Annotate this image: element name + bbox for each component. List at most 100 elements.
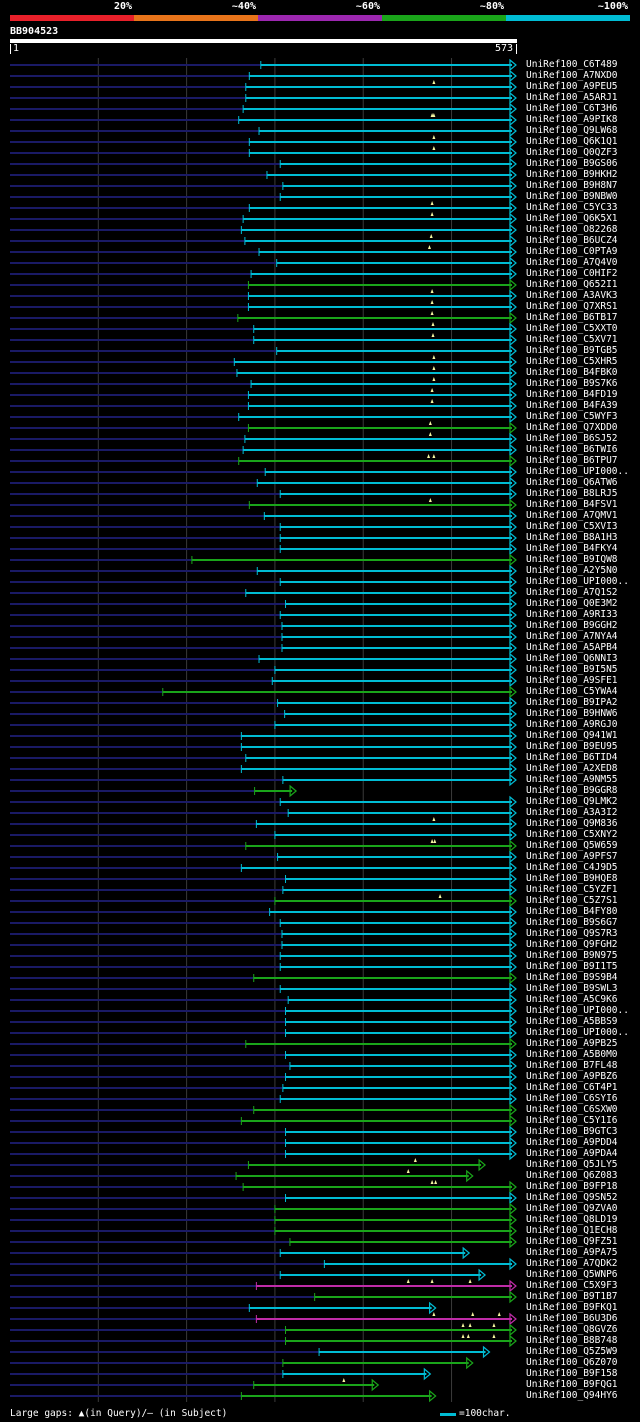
hit-name[interactable]: UniRef100_A7QDK2 [526, 1258, 618, 1269]
hit-name[interactable]: UniRef100_B9HNW6 [526, 708, 618, 719]
hit-name[interactable]: UniRef100_B6TID4 [526, 752, 618, 763]
hit-name[interactable]: UniRef100_C6T489 [526, 59, 618, 70]
hit-name[interactable]: UniRef100_Q9M836 [526, 818, 618, 829]
hit-name[interactable]: UniRef100_B9GGH2 [526, 620, 618, 631]
hit-name[interactable]: UniRef100_Q5W659 [526, 840, 618, 851]
hit-name[interactable]: UniRef100_Q6NNI3 [526, 653, 618, 664]
hit-name[interactable]: UniRef100_C5XV71 [526, 334, 618, 345]
hit-name[interactable]: UniRef100_B9FKQ1 [526, 1302, 618, 1313]
hit-name[interactable]: UniRef100_A7Q1S2 [526, 587, 618, 598]
hit-name[interactable]: UniRef100_B4FBK0 [526, 367, 618, 378]
hit-name[interactable]: UniRef100_A9RI33 [526, 609, 618, 620]
hit-name[interactable]: UniRef100_A9PBZ6 [526, 1071, 618, 1082]
hit-name[interactable]: UniRef100_B9NBW0 [526, 191, 618, 202]
hit-name[interactable]: UniRef100_A3AVK3 [526, 290, 618, 301]
hit-name[interactable]: UniRef100_C6T3H6 [526, 103, 618, 114]
hit-name[interactable]: UniRef100_C5Y1I6 [526, 1115, 618, 1126]
hit-name[interactable]: UniRef100_Q6Z083 [526, 1170, 618, 1181]
hit-name[interactable]: UniRef100_B6TB17 [526, 312, 618, 323]
hit-name[interactable]: UniRef100_C5YWA4 [526, 686, 618, 697]
hit-name[interactable]: UniRef100_B9IQW8 [526, 554, 618, 565]
hit-name[interactable]: UniRef100_A9PEU5 [526, 81, 618, 92]
hit-name[interactable]: UniRef100_B9SWL3 [526, 983, 618, 994]
hit-name[interactable]: UniRef100_Q8LD19 [526, 1214, 618, 1225]
hit-name[interactable]: UniRef100_B8LRJ5 [526, 488, 618, 499]
hit-name[interactable]: UniRef100_Q6K1Q1 [526, 136, 618, 147]
hit-name[interactable]: UniRef100_Q5JLY5 [526, 1159, 618, 1170]
hit-name[interactable]: UniRef100_B4FKY4 [526, 543, 618, 554]
hit-name[interactable]: UniRef100_B8B748 [526, 1335, 618, 1346]
hit-name[interactable]: UniRef100_UPI000.. [526, 466, 629, 477]
hit-name[interactable]: UniRef100_A3A3I2 [526, 807, 618, 818]
hit-name[interactable]: UniRef100_C6T4P1 [526, 1082, 618, 1093]
hit-name[interactable]: UniRef100_A9PIK8 [526, 114, 618, 125]
hit-name[interactable]: UniRef100_B4FD19 [526, 389, 618, 400]
hit-name[interactable]: UniRef100_C5XHR5 [526, 356, 618, 367]
hit-name[interactable]: UniRef100_C5YZF1 [526, 884, 618, 895]
hit-name[interactable]: UniRef100_Q7XDD0 [526, 422, 618, 433]
hit-name[interactable]: UniRef100_B4FA39 [526, 400, 618, 411]
hit-name[interactable]: UniRef100_Q9FZ51 [526, 1236, 618, 1247]
hit-name[interactable]: UniRef100_Q5Z5W9 [526, 1346, 618, 1357]
hit-name[interactable]: UniRef100_B9S7K6 [526, 378, 618, 389]
hit-name[interactable]: UniRef100_B9H8N7 [526, 180, 618, 191]
hit-name[interactable]: UniRef100_Q8GVZ6 [526, 1324, 618, 1335]
hit-name[interactable]: UniRef100_Q9LW68 [526, 125, 618, 136]
hit-name[interactable]: UniRef100_B7FL48 [526, 1060, 618, 1071]
hit-name[interactable]: UniRef100_A2XED8 [526, 763, 618, 774]
hit-name[interactable]: UniRef100_C4J9D5 [526, 862, 618, 873]
hit-name[interactable]: UniRef100_A7NYA4 [526, 631, 618, 642]
hit-name[interactable]: UniRef100_B9F158 [526, 1368, 618, 1379]
hit-name[interactable]: UniRef100_B6UCZ4 [526, 235, 618, 246]
hit-name[interactable]: UniRef100_B9HKH2 [526, 169, 618, 180]
hit-name[interactable]: UniRef100_C5X9F3 [526, 1280, 618, 1291]
hit-name[interactable]: UniRef100_B6TPU7 [526, 455, 618, 466]
hit-name[interactable]: UniRef100_B9T1B7 [526, 1291, 618, 1302]
hit-name[interactable]: UniRef100_C5YC33 [526, 202, 618, 213]
hit-name[interactable]: UniRef100_B8A1H3 [526, 532, 618, 543]
hit-name[interactable]: UniRef100_A9NM55 [526, 774, 618, 785]
hit-name[interactable]: UniRef100_A9SFE1 [526, 675, 618, 686]
hit-name[interactable]: UniRef100_C0PTA9 [526, 246, 618, 257]
hit-name[interactable]: UniRef100_B9S6G7 [526, 917, 618, 928]
hit-name[interactable]: UniRef100_A9RGJ0 [526, 719, 618, 730]
hit-name[interactable]: UniRef100_C6SXW0 [526, 1104, 618, 1115]
hit-name[interactable]: UniRef100_B9TGB5 [526, 345, 618, 356]
hit-name[interactable]: UniRef100_B9IPA2 [526, 697, 618, 708]
hit-name[interactable]: UniRef100_B9I1T5 [526, 961, 618, 972]
hit-name[interactable]: UniRef100_C6SYI6 [526, 1093, 618, 1104]
hit-name[interactable]: UniRef100_A7Q4V0 [526, 257, 618, 268]
hit-name[interactable]: UniRef100_Q7XRS1 [526, 301, 618, 312]
hit-name[interactable]: UniRef100_UPI000.. [526, 1027, 629, 1038]
hit-name[interactable]: UniRef100_B4FY80 [526, 906, 618, 917]
hit-name[interactable]: UniRef100_C0HIF2 [526, 268, 618, 279]
hit-name[interactable]: UniRef100_B9S9B4 [526, 972, 618, 983]
hit-name[interactable]: UniRef100_Q941W1 [526, 730, 618, 741]
hit-name[interactable]: UniRef100_Q9S7R3 [526, 928, 618, 939]
hit-name[interactable]: UniRef100_B6TWI6 [526, 444, 618, 455]
hit-name[interactable]: UniRef100_A5APB4 [526, 642, 618, 653]
hit-name[interactable]: UniRef100_B9FQG1 [526, 1379, 618, 1390]
hit-name[interactable]: UniRef100_C5XNY2 [526, 829, 618, 840]
hit-name[interactable]: UniRef100_Q5WNP6 [526, 1269, 618, 1280]
hit-name[interactable]: UniRef100_UPI000.. [526, 1005, 629, 1016]
hit-name[interactable]: UniRef100_A9PDD4 [526, 1137, 618, 1148]
hit-name[interactable]: UniRef100_B9GGR8 [526, 785, 618, 796]
hit-name[interactable]: UniRef100_A9PA75 [526, 1247, 618, 1258]
hit-name[interactable]: UniRef100_C5Z7S1 [526, 895, 618, 906]
hit-name[interactable]: UniRef100_B4FSV1 [526, 499, 618, 510]
hit-name[interactable]: UniRef100_A7QMV1 [526, 510, 618, 521]
hit-name[interactable]: UniRef100_Q0E3M2 [526, 598, 618, 609]
hit-name[interactable]: UniRef100_Q6ATW6 [526, 477, 618, 488]
hit-name[interactable]: UniRef100_O82268 [526, 224, 618, 235]
hit-name[interactable]: UniRef100_Q9ZVA0 [526, 1203, 618, 1214]
hit-name[interactable]: UniRef100_Q6Z070 [526, 1357, 618, 1368]
hit-name[interactable]: UniRef100_B9N975 [526, 950, 618, 961]
hit-name[interactable]: UniRef100_Q94HY6 [526, 1390, 618, 1401]
hit-name[interactable]: UniRef100_A2Y5N0 [526, 565, 618, 576]
hit-name[interactable]: UniRef100_A5ARJ1 [526, 92, 618, 103]
hit-name[interactable]: UniRef100_A7NXD0 [526, 70, 618, 81]
hit-name[interactable]: UniRef100_Q652I1 [526, 279, 618, 290]
hit-name[interactable]: UniRef100_Q1ECH8 [526, 1225, 618, 1236]
hit-name[interactable]: UniRef100_B9GTC3 [526, 1126, 618, 1137]
